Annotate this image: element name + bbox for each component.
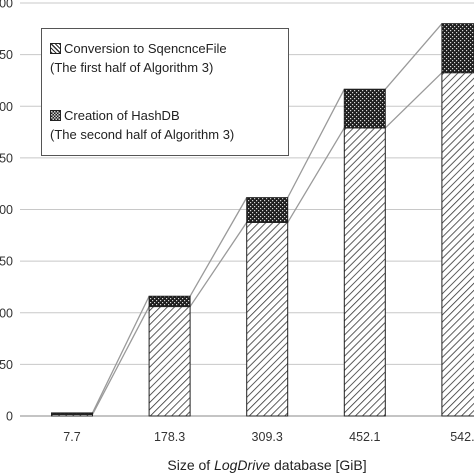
bars: [51, 23, 474, 417]
bar-hashdb: [148, 295, 191, 308]
legend-label-conversion: Conversion to SqencnceFile: [64, 41, 227, 56]
connector-line-total: [287, 88, 345, 198]
legend-sublabel-conversion: (The first half of Algorithm 3): [50, 60, 214, 75]
bar-conversion: [246, 221, 289, 417]
x-tick-label: 7.7: [63, 430, 80, 444]
checker-swatch-icon: [50, 110, 61, 121]
connector-lines: [91, 23, 443, 415]
connector-line-total: [91, 295, 150, 414]
y-tick-label: 00: [0, 0, 13, 11]
bar-conversion: [441, 72, 474, 417]
bar-hashdb: [51, 412, 93, 415]
connector-line-lower: [287, 127, 345, 223]
x-tick-label: 178.3: [154, 430, 185, 444]
legend: Conversion to SqencnceFile (The first ha…: [41, 28, 289, 156]
hatch-swatch-icon: [50, 43, 61, 54]
y-tick-label: 00: [0, 203, 13, 217]
y-tick-label: 0: [6, 410, 13, 424]
connector-line-lower: [189, 222, 248, 307]
y-tick-label: 50: [0, 358, 13, 372]
bar-conversion: [148, 306, 191, 417]
connector-line-lower: [91, 306, 150, 415]
x-tick-label: 452.1: [349, 430, 380, 444]
connector-line-total: [384, 23, 443, 90]
y-tick-label: 00: [0, 306, 13, 320]
bar-hashdb: [246, 197, 289, 223]
legend-entry-hashdb: Creation of HashDB (The second half of A…: [50, 106, 234, 144]
legend-label-hashdb: Creation of HashDB: [64, 108, 180, 123]
x-tick-label: 309.3: [252, 430, 283, 444]
y-tick-label: 50: [0, 255, 13, 269]
legend-sublabel-hashdb: (The second half of Algorithm 3): [50, 127, 235, 142]
legend-entry-conversion: Conversion to SqencnceFile (The first ha…: [50, 39, 227, 77]
y-tick-label: 50: [0, 151, 13, 165]
y-tick-label: 50: [0, 48, 13, 62]
connector-line-lower: [384, 72, 443, 129]
x-axis-title: Size of LogDrive database [GiB]: [167, 457, 366, 473]
y-tick-label: 00: [0, 100, 13, 114]
x-tick-label: 542.: [450, 430, 474, 444]
bar-conversion: [343, 127, 386, 417]
tick-labels: 0 50 00 50 00 50 00 50 00 7.7 178.3 309.3 452.1 542.: [0, 0, 474, 444]
bar-hashdb: [441, 23, 474, 74]
bar-hashdb: [343, 88, 386, 129]
connector-line-total: [189, 197, 248, 297]
